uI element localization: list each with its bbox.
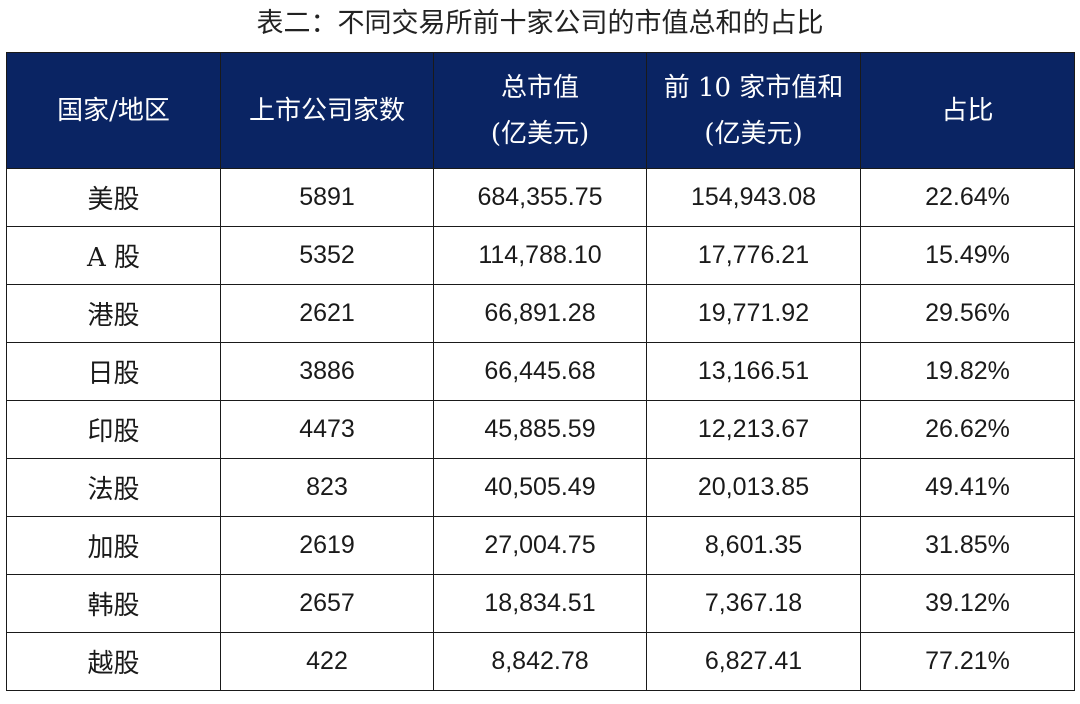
header-total-market-cap: 总市值 (亿美元)	[433, 52, 647, 169]
share-cell: 29.56%	[860, 284, 1075, 343]
header-share: 占比	[860, 52, 1075, 169]
listed-count-cell: 422	[220, 632, 434, 691]
header-top10-market-cap-label: 前 10 家市值和	[663, 72, 844, 103]
header-total-market-cap-unit: (亿美元)	[490, 118, 590, 149]
region-cell: 美股	[6, 168, 221, 227]
top10-market-cap-cell: 20,013.85	[646, 458, 861, 517]
share-cell: 31.85%	[860, 516, 1075, 575]
region-cell: 法股	[6, 458, 221, 517]
top10-market-cap-cell: 7,367.18	[646, 574, 861, 633]
region-cell: 韩股	[6, 574, 221, 633]
top10-market-cap-cell: 17,776.21	[646, 226, 861, 285]
market-cap-table: 国家/地区 上市公司家数 总市值 (亿美元) 前 10 家市值和 (亿美元) 占…	[6, 52, 1075, 691]
total-market-cap-cell: 27,004.75	[433, 516, 647, 575]
header-region-label: 国家/地区	[57, 95, 170, 126]
top10-market-cap-cell: 12,213.67	[646, 400, 861, 459]
top10-market-cap-cell: 19,771.92	[646, 284, 861, 343]
header-listed-count: 上市公司家数	[220, 52, 434, 169]
share-cell: 15.49%	[860, 226, 1075, 285]
header-top10-market-cap-unit: (亿美元)	[704, 118, 803, 149]
total-market-cap-cell: 8,842.78	[433, 632, 647, 691]
table-row: 美股 5891 684,355.75 154,943.08 22.64%	[6, 168, 1075, 227]
table-row: 印股 4473 45,885.59 12,213.67 26.62%	[6, 400, 1075, 459]
region-cell: 印股	[6, 400, 221, 459]
total-market-cap-cell: 40,505.49	[433, 458, 647, 517]
top10-market-cap-cell: 8,601.35	[646, 516, 861, 575]
top10-market-cap-cell: 6,827.41	[646, 632, 861, 691]
total-market-cap-cell: 114,788.10	[433, 226, 647, 285]
share-cell: 19.82%	[860, 342, 1075, 401]
header-region: 国家/地区	[6, 52, 221, 169]
share-cell: 22.64%	[860, 168, 1075, 227]
listed-count-cell: 823	[220, 458, 434, 517]
header-share-label: 占比	[941, 95, 994, 126]
share-cell: 26.62%	[860, 400, 1075, 459]
region-cell: 港股	[6, 284, 221, 343]
table-row: 越股 422 8,842.78 6,827.41 77.21%	[6, 632, 1075, 691]
listed-count-cell: 2621	[220, 284, 434, 343]
region-cell: 日股	[6, 342, 221, 401]
total-market-cap-cell: 66,445.68	[433, 342, 647, 401]
listed-count-cell: 5891	[220, 168, 434, 227]
table-row: 加股 2619 27,004.75 8,601.35 31.85%	[6, 516, 1075, 575]
total-market-cap-cell: 45,885.59	[433, 400, 647, 459]
listed-count-cell: 2619	[220, 516, 434, 575]
listed-count-cell: 2657	[220, 574, 434, 633]
top10-market-cap-cell: 154,943.08	[646, 168, 861, 227]
table-row: 法股 823 40,505.49 20,013.85 49.41%	[6, 458, 1075, 517]
share-cell: 77.21%	[860, 632, 1075, 691]
share-cell: 39.12%	[860, 574, 1075, 633]
header-total-market-cap-label: 总市值	[500, 72, 579, 103]
table-row: 日股 3886 66,445.68 13,166.51 19.82%	[6, 342, 1075, 401]
top10-market-cap-cell: 13,166.51	[646, 342, 861, 401]
region-cell: A 股	[6, 226, 221, 285]
header-listed-count-label: 上市公司家数	[248, 95, 405, 126]
region-cell: 加股	[6, 516, 221, 575]
share-cell: 49.41%	[860, 458, 1075, 517]
table-caption: 表二：不同交易所前十家公司的市值总和的占比	[256, 8, 824, 39]
listed-count-cell: 4473	[220, 400, 434, 459]
header-top10-market-cap: 前 10 家市值和 (亿美元)	[646, 52, 861, 169]
header-row: 国家/地区 上市公司家数 总市值 (亿美元) 前 10 家市值和 (亿美元) 占…	[6, 52, 1075, 169]
region-cell: 越股	[6, 632, 221, 691]
table-row: 港股 2621 66,891.28 19,771.92 29.56%	[6, 284, 1075, 343]
table-row: A 股 5352 114,788.10 17,776.21 15.49%	[6, 226, 1075, 285]
total-market-cap-cell: 18,834.51	[433, 574, 647, 633]
total-market-cap-cell: 66,891.28	[433, 284, 647, 343]
table-row: 韩股 2657 18,834.51 7,367.18 39.12%	[6, 574, 1075, 633]
total-market-cap-cell: 684,355.75	[433, 168, 647, 227]
listed-count-cell: 3886	[220, 342, 434, 401]
listed-count-cell: 5352	[220, 226, 434, 285]
